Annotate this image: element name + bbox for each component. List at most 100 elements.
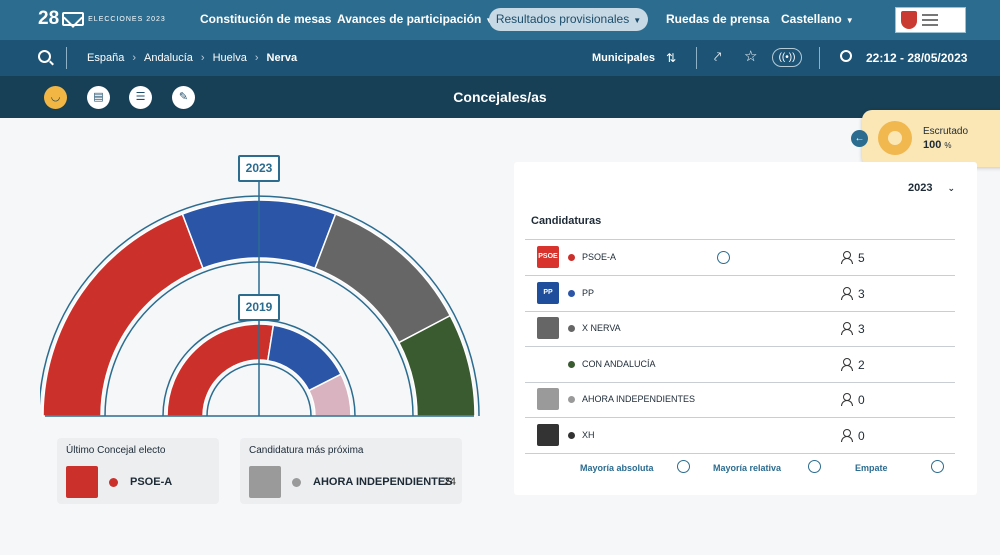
language-selector[interactable]: Castellano ▼ xyxy=(781,12,854,26)
party-name: X NERVA xyxy=(582,323,621,333)
table-row[interactable]: X NERVA 3 xyxy=(525,311,955,346)
update-timestamp: 22:12 - 28/05/2023 xyxy=(866,51,968,65)
election-type-selector[interactable]: Municipales xyxy=(592,52,655,64)
chevron-right-icon: › xyxy=(200,52,205,64)
seat-count: 5 xyxy=(858,251,865,265)
nav-ruedas-prensa[interactable]: Ruedas de prensa xyxy=(666,12,770,26)
coat-of-arms-icon xyxy=(901,11,917,29)
party-dot xyxy=(109,478,118,487)
arrow-left-icon[interactable]: ← xyxy=(851,130,868,147)
section-header: ◡ ▤ ☰ ✎ Concejales/as xyxy=(0,76,1000,118)
search-icon[interactable] xyxy=(38,50,51,63)
government-logo[interactable] xyxy=(895,7,966,33)
top-nav: 28 ELECCIONES 2023 Constitución de mesas… xyxy=(0,0,1000,40)
envelope-icon xyxy=(62,12,85,26)
logo-number: 28 xyxy=(38,8,60,29)
seat-count: 2 xyxy=(858,357,865,372)
party-name: XH xyxy=(582,429,595,440)
progress-ring-icon xyxy=(878,121,912,155)
last-elected-card: Último Concejal electo PSOE-A xyxy=(57,438,219,504)
party-dot xyxy=(568,254,575,261)
star-icon[interactable]: ☆ xyxy=(744,48,758,65)
legend-empate: Empate xyxy=(855,463,888,473)
user-icon xyxy=(841,428,853,442)
seat-arc-2019[interactable] xyxy=(166,323,275,417)
breadcrumb-huelva[interactable]: Huelva xyxy=(212,52,247,64)
party-logo: PP xyxy=(537,281,559,304)
next-candidate-card: Candidatura más próxima AHORA INDEPENDIE… xyxy=(240,438,462,504)
breadcrumb-andalucia[interactable]: Andalucía xyxy=(143,52,193,64)
elections-logo[interactable]: 28 ELECCIONES 2023 xyxy=(38,8,166,30)
seat-count: 0 xyxy=(858,428,865,443)
breadcrumb-espana[interactable]: España xyxy=(87,52,125,64)
party-dot xyxy=(568,360,575,368)
breadcrumb-nerva: Nerva xyxy=(266,52,298,64)
divider xyxy=(525,417,955,418)
bar-chart-view-icon[interactable]: ▤ xyxy=(87,86,110,109)
table-row[interactable]: CON ANDALUCÍA 2 xyxy=(525,347,955,382)
nav-avances-label: Avances de participación xyxy=(337,12,482,26)
vote-map-icon[interactable]: ✎ xyxy=(172,86,195,109)
party-logo xyxy=(537,388,559,410)
live-broadcast-icon[interactable]: ((•)) xyxy=(772,48,802,67)
user-icon xyxy=(841,286,853,300)
swap-vertical-icon[interactable]: ⇅ xyxy=(666,51,677,65)
party-dot xyxy=(568,289,575,297)
party-dot xyxy=(292,478,301,487)
chevron-down-icon: ▼ xyxy=(845,16,854,25)
divider xyxy=(819,47,820,69)
divider xyxy=(525,346,955,347)
user-icon xyxy=(841,393,853,406)
page-title: Concejales/as xyxy=(453,89,547,105)
table-row[interactable]: PP PP 3 xyxy=(525,276,955,311)
user-icon xyxy=(841,357,853,371)
next-candidate-title: Candidatura más próxima xyxy=(249,445,364,456)
legend-mayoria-absoluta: Mayoría absoluta xyxy=(580,463,654,473)
party-logo xyxy=(537,352,559,375)
refresh-clock-icon[interactable] xyxy=(840,50,852,62)
last-elected-title: Último Concejal electo xyxy=(66,445,166,456)
table-row[interactable]: AHORA INDEPENDIENTES 0 xyxy=(525,382,955,417)
divider xyxy=(525,310,955,312)
user-icon xyxy=(841,251,853,264)
nav-resultados-label: Resultados provisionales xyxy=(495,12,630,26)
logo-subtitle: ELECCIONES 2023 xyxy=(88,15,166,23)
breadcrumb: España › Andalucía › Huelva › Nerva xyxy=(87,52,297,64)
divider xyxy=(525,275,955,276)
seat-count: 0 xyxy=(858,393,865,407)
party-name: PP xyxy=(582,287,595,298)
nav-constitucion-mesas[interactable]: Constitución de mesas xyxy=(200,12,332,26)
list-view-icon[interactable]: ☰ xyxy=(129,86,152,109)
party-name: CON ANDALUCÍA xyxy=(582,358,656,369)
year-selector[interactable]: 2023 ⌄ xyxy=(908,182,955,194)
escrutado-label: Escrutado xyxy=(923,126,969,137)
hemicycle-view-icon[interactable]: ◡ xyxy=(44,86,67,109)
table-row[interactable]: XH 0 xyxy=(525,418,955,453)
tie-icon xyxy=(931,460,944,473)
party-color-swatch xyxy=(66,466,98,498)
next-candidate-value: 24 xyxy=(443,476,456,488)
escrutado-unit: % xyxy=(944,141,952,150)
chevron-right-icon: › xyxy=(254,52,259,64)
share-icon[interactable]: ⤤ xyxy=(714,49,722,64)
relative-majority-icon xyxy=(717,251,730,264)
year-2023-label: 2023 xyxy=(238,155,280,182)
party-logo xyxy=(537,317,559,339)
seat-count: 3 xyxy=(858,322,865,336)
ministry-text-icon xyxy=(922,11,938,29)
table-row[interactable]: PSOE PSOE-A 5 xyxy=(525,240,955,275)
relative-majority-icon xyxy=(808,460,821,473)
divider xyxy=(696,47,697,69)
divider xyxy=(525,452,955,454)
seat-count: 3 xyxy=(858,286,865,301)
nav-resultados-provisionales[interactable]: Resultados provisionales ▼ xyxy=(489,8,648,31)
party-dot xyxy=(568,431,575,439)
party-dot xyxy=(568,396,575,403)
user-icon xyxy=(841,322,853,335)
party-dot xyxy=(568,325,575,332)
breadcrumb-bar: España › Andalucía › Huelva › Nerva Muni… xyxy=(0,40,1000,76)
party-logo xyxy=(537,423,559,446)
candidaturas-title: Candidaturas xyxy=(531,215,602,227)
divider xyxy=(66,47,67,69)
nav-avances-participacion[interactable]: Avances de participación▼ xyxy=(337,12,493,26)
